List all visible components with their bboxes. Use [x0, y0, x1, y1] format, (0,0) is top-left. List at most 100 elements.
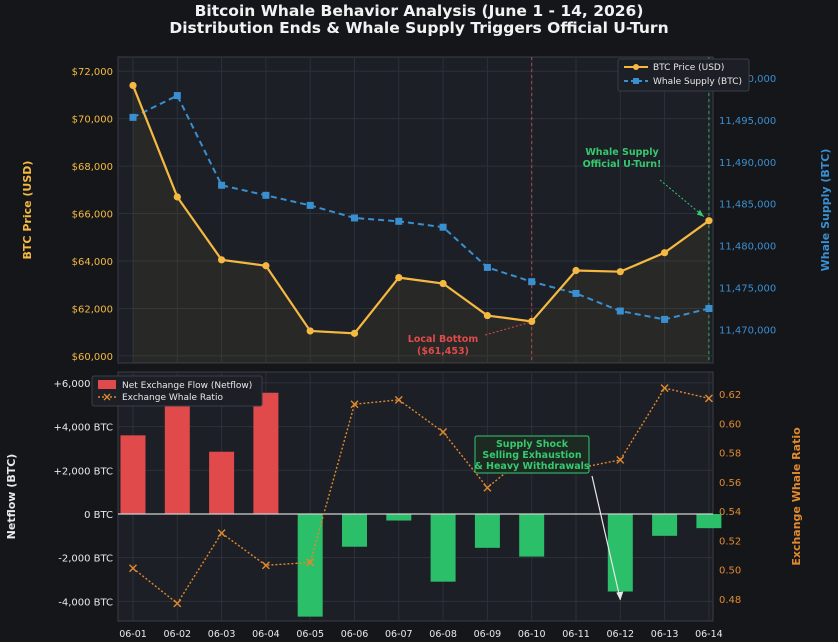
btc-price-marker	[661, 249, 669, 257]
y2-tick-label: 0.50	[719, 566, 741, 577]
whale-supply-marker	[129, 113, 137, 121]
whale-supply-marker	[483, 263, 491, 271]
netflow-bar	[607, 513, 633, 592]
x-tick-label: 06-05	[296, 629, 324, 640]
whale-supply-marker	[439, 223, 447, 231]
whale-ratio-marker	[306, 558, 315, 567]
y-tick-label: $68,000	[72, 162, 113, 173]
btc-price-marker	[705, 217, 713, 225]
whale-ratio-marker	[350, 400, 359, 409]
y-tick-label: $62,000	[72, 304, 113, 315]
whale-ratio-marker	[616, 455, 625, 464]
y2-tick-label: 11,490,000	[719, 158, 776, 169]
y2-tick-label: 0.62	[719, 390, 741, 401]
supply-shock-arrow	[591, 475, 621, 600]
local-bottom-annotation: Local Bottom	[408, 334, 479, 345]
netflow-bar	[386, 513, 412, 521]
y2-axis-label: Exchange Whale Ratio	[790, 427, 803, 566]
y-tick-label: $72,000	[72, 67, 113, 78]
supply-shock-arrowhead	[616, 591, 624, 601]
netflow-bar	[120, 435, 146, 514]
btc-price-marker	[350, 329, 359, 337]
y-tick-label: -4,000 BTC	[58, 597, 113, 608]
whale-ratio-marker	[660, 384, 669, 393]
btc-price-marker	[262, 262, 270, 270]
u-turn-arrowhead	[696, 209, 704, 217]
netflow-bar	[164, 398, 190, 514]
netflow-bar	[209, 451, 235, 514]
y2-tick-label: 11,480,000	[719, 242, 776, 253]
x-tick-label: 06-07	[385, 629, 413, 640]
netflow-bar	[652, 513, 678, 536]
y-tick-label: +6,000 BTC	[53, 379, 113, 390]
whale-supply-marker	[395, 217, 403, 225]
legend-ratio-label: Exchange Whale Ratio	[122, 393, 223, 403]
netflow-bar	[519, 513, 545, 557]
whale-supply-marker	[262, 191, 270, 199]
y2-tick-label: 0.58	[719, 449, 741, 460]
netflow-legend	[91, 375, 263, 407]
y-axis-label: BTC Price (USD)	[21, 161, 34, 260]
whale-ratio-marker	[261, 561, 270, 570]
whale-ratio-marker	[704, 394, 713, 403]
price-legend	[617, 58, 750, 92]
legend-netflow-label: Net Exchange Flow (Netflow)	[122, 381, 252, 391]
btc-price-marker	[483, 311, 491, 320]
btc-price-marker	[218, 256, 226, 264]
x-tick-label: 06-04	[252, 629, 280, 640]
x-tick-label: 06-13	[651, 629, 679, 640]
whale-ratio-marker	[217, 529, 226, 538]
whale-ratio-line	[132, 387, 710, 605]
btc-price-marker	[528, 317, 536, 326]
price-area-fill	[133, 85, 709, 363]
supply-shock-annotation: & Heavy Withdrawals	[474, 461, 589, 472]
chart-title: Bitcoin Whale Behavior Analysis (June 1 …	[194, 2, 644, 20]
legend-ratio-marker	[103, 393, 111, 401]
whale-supply-marker	[173, 92, 181, 100]
x-tick-label: 06-14	[695, 629, 723, 640]
x-tick-label: 06-03	[208, 629, 236, 640]
btc-price-marker	[129, 81, 137, 90]
whale-ratio-marker	[483, 483, 492, 492]
btc-price-marker	[395, 274, 403, 282]
whale-supply-marker	[528, 278, 536, 286]
btc-price-marker	[616, 268, 624, 276]
whale-ratio-marker	[129, 564, 137, 573]
x-tick-label: 06-01	[119, 629, 147, 640]
x-tick-label: 06-02	[163, 629, 191, 640]
y-tick-label: -2,000 BTC	[58, 554, 113, 565]
y-axis-label: Netflow (BTC)	[5, 454, 18, 540]
x-tick-label: 06-10	[518, 629, 546, 640]
y2-tick-label: 11,495,000	[719, 116, 776, 127]
netflow-bar	[342, 513, 367, 547]
netflow-bar	[253, 392, 279, 514]
u-turn-arrow	[659, 179, 705, 218]
y-tick-label: $60,000	[72, 352, 113, 363]
whale-supply-marker	[218, 181, 226, 189]
legend-whale-label: Whale Supply (BTC)	[653, 77, 742, 87]
y2-tick-label: 0.56	[719, 478, 741, 489]
btc-price-marker	[306, 327, 314, 335]
whale-supply-marker	[705, 305, 713, 313]
y2-tick-label: 0.54	[719, 507, 741, 518]
whale-ratio-marker	[439, 428, 448, 437]
y-tick-label: +2,000 BTC	[53, 466, 113, 477]
chart-subtitle: Distribution Ends & Whale Supply Trigger…	[169, 19, 669, 37]
whale-ratio-marker	[394, 395, 403, 404]
netflow-bar	[430, 513, 456, 582]
u-turn-annotation: Whale Supply	[585, 147, 659, 158]
netflow-bar	[297, 513, 323, 617]
legend-price-marker	[633, 64, 639, 70]
supply-shock-annotation: Selling Exhaustion	[482, 450, 581, 461]
btc-price-line	[131, 85, 710, 335]
y-tick-label: $70,000	[72, 115, 113, 126]
y2-tick-label: 0.48	[719, 595, 741, 606]
whale-supply-marker	[572, 289, 580, 297]
u-turn-annotation: Official U-Turn!	[583, 159, 662, 170]
y-tick-label: $64,000	[72, 257, 113, 268]
y2-tick-label: 11,485,000	[719, 200, 776, 211]
y-tick-label: 0 BTC	[84, 510, 113, 521]
y2-tick-label: 0.60	[719, 419, 741, 430]
supply-shock-annotation: Supply Shock	[496, 439, 569, 450]
x-tick-label: 06-11	[562, 629, 590, 640]
